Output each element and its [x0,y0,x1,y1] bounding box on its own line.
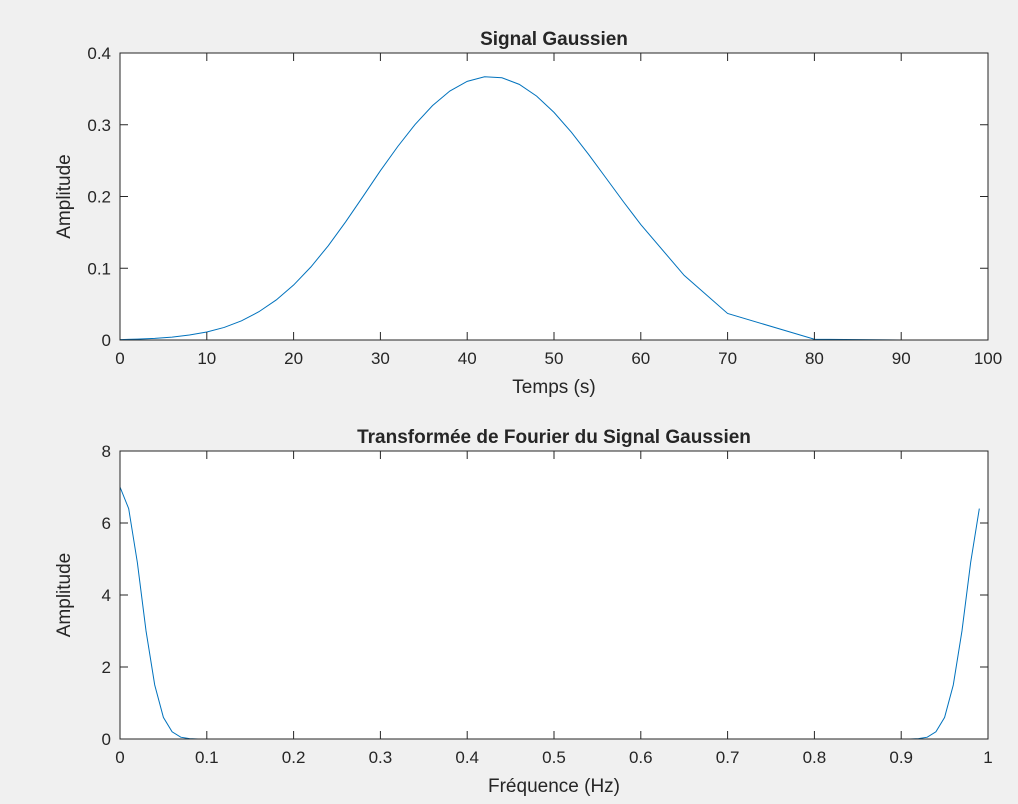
chart-title: Transformée de Fourier du Signal Gaussie… [357,427,751,448]
y-tick-label: 0.3 [87,116,111,135]
chart-title: Signal Gaussien [480,29,628,50]
x-tick-label: 0 [115,349,124,368]
x-axis-ticks: 0 10 20 30 40 50 60 70 80 90 100 [115,53,1002,368]
x-axis-label: Temps (s) [512,377,595,398]
x-tick-label: 50 [545,349,564,368]
x-tick-label: 0 [115,748,124,767]
series-line-1 [119,76,988,341]
y-axis-label: Amplitude [54,154,75,239]
plot-area [120,53,988,340]
y-tick-label: 4 [102,586,111,605]
y-tick-label: 0 [102,730,111,749]
x-tick-label: 60 [631,349,650,368]
y-tick-label: 0 [102,331,111,350]
x-tick-label: 30 [371,349,390,368]
y-tick-label: 2 [102,658,111,677]
y-tick-label: 0.2 [87,188,111,207]
x-tick-label: 0.5 [542,748,566,767]
x-tick-label: 90 [892,349,911,368]
x-tick-label: 0.8 [803,748,827,767]
x-tick-label: 70 [718,349,737,368]
series-group [119,76,988,341]
x-tick-label: 0.7 [716,748,740,767]
x-tick-label: 20 [284,349,303,368]
y-axis-label: Amplitude [54,553,75,638]
x-tick-label: 10 [197,349,216,368]
plot-fourier-transform: 0 0.1 0.2 0.3 0.4 0.5 0.6 0.7 0.8 0.9 1 0 2 4 6 8 Tran… [54,427,993,797]
axes-frame [119,450,989,740]
y-tick-label: 0.1 [87,259,111,278]
y-tick-label: 8 [102,442,111,461]
x-tick-label: 0.9 [889,748,913,767]
axes-frame [119,52,989,341]
y-tick-label: 6 [102,514,111,533]
x-tick-label: 80 [805,349,824,368]
x-tick-label: 0.6 [629,748,653,767]
y-tick-label: 0.4 [87,44,111,63]
plot-signal-gaussien: 0 10 20 30 40 50 60 70 80 90 100 0 0.1 0.2 0.3 0.4 Sig… [54,29,1002,398]
x-tick-label: 0.3 [369,748,393,767]
x-tick-label: 0.2 [282,748,306,767]
x-tick-label: 0.1 [195,748,219,767]
x-tick-label: 100 [974,349,1002,368]
x-tick-label: 1 [983,748,992,767]
plot-area [120,451,988,739]
x-axis-label: Fréquence (Hz) [488,776,620,797]
x-tick-label: 0.4 [455,748,479,767]
x-tick-label: 40 [458,349,477,368]
